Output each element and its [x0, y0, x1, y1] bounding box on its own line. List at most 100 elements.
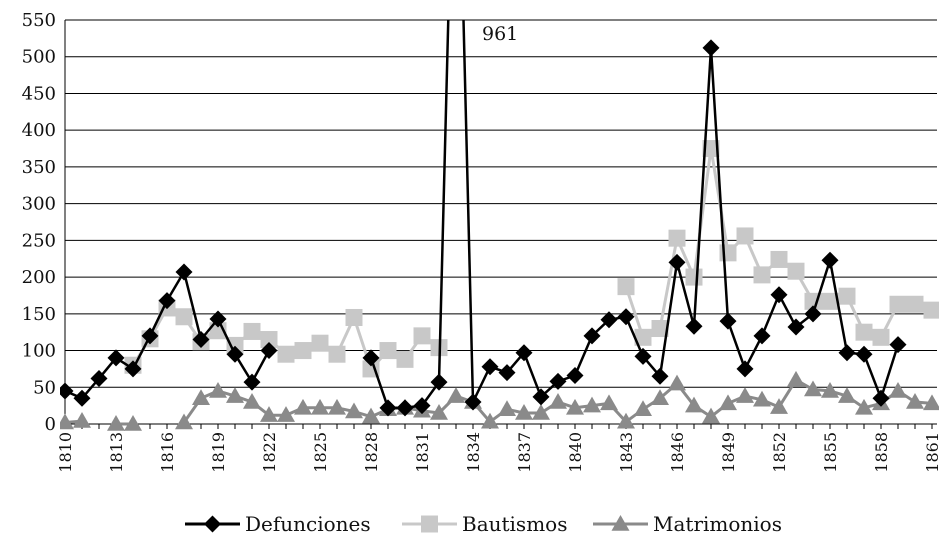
data-point: [719, 312, 737, 330]
x-tick-label: 1837: [515, 432, 534, 473]
data-point: [685, 317, 703, 335]
data-point: [600, 394, 618, 411]
data-point: [617, 412, 635, 429]
data-point: [719, 394, 737, 411]
y-axis-ticks: 0 50 100 150 200 250 300 350 400 450 500 550: [22, 10, 56, 435]
data-point: [430, 373, 448, 391]
y-tick-label: 50: [33, 377, 56, 398]
data-point: [328, 345, 346, 363]
data-point: [413, 397, 431, 415]
data-point: [617, 308, 635, 326]
data-point: [226, 336, 244, 354]
y-tick-label: 300: [22, 194, 56, 215]
y-tick-label: 0: [45, 414, 56, 435]
y-tick-label: 250: [22, 230, 56, 251]
data-point: [260, 331, 278, 349]
legend-item-defunciones: Defunciones: [185, 512, 371, 534]
data-point: [515, 403, 533, 420]
data-point: [702, 140, 720, 158]
data-point: [600, 311, 618, 329]
data-point: [668, 374, 686, 391]
data-point: [243, 373, 261, 391]
x-tick-label: 1849: [719, 432, 738, 473]
x-tick-label: 1855: [821, 432, 840, 473]
data-point: [753, 266, 771, 284]
data-point: [141, 327, 159, 345]
data-point: [583, 396, 601, 413]
data-point: [192, 331, 210, 349]
x-tick-label: 1828: [362, 432, 381, 473]
legend-marker: [204, 515, 221, 533]
x-axis-ticks: 1810 1813 1816 1819 1822 1825 1828 1831 1834 1837…: [56, 432, 939, 473]
data-point: [311, 398, 329, 415]
data-point: [770, 250, 788, 268]
data-point: [549, 372, 567, 390]
data-point: [634, 328, 652, 346]
data-point: [923, 394, 939, 411]
data-point: [804, 380, 822, 397]
data-point: [515, 344, 533, 362]
x-tick-label: 1819: [209, 432, 228, 473]
y-tick-label: 350: [22, 157, 56, 178]
data-point: [838, 287, 856, 305]
data-point: [243, 322, 261, 340]
x-tick-label: 1861: [923, 432, 939, 473]
data-point: [787, 318, 805, 336]
data-point: [787, 370, 805, 387]
data-point: [838, 344, 856, 362]
data-point: [345, 308, 363, 326]
y-tick-label: 550: [22, 10, 56, 31]
data-point: [838, 387, 856, 403]
data-point: [362, 407, 380, 424]
data-point: [855, 345, 873, 363]
y-tick-label: 100: [22, 341, 56, 362]
axes: [64, 20, 937, 429]
data-point: [583, 327, 601, 345]
data-point: [702, 407, 720, 424]
gridlines: [65, 19, 937, 388]
data-point: [804, 305, 822, 323]
data-point: [668, 229, 686, 247]
data-point: [651, 389, 669, 406]
data-point: [821, 251, 839, 269]
data-point: [328, 398, 346, 415]
peak-annotation: 961: [482, 23, 518, 45]
data-point: [124, 415, 142, 431]
data-point: [362, 349, 380, 367]
data-point: [821, 381, 839, 398]
data-point: [906, 392, 924, 409]
data-point: [379, 399, 397, 417]
series-layer: [60, 20, 939, 431]
data-point: [209, 310, 227, 328]
series-matrimonios: [60, 370, 939, 431]
data-point: [481, 412, 499, 429]
data-point: [634, 400, 652, 417]
data-point: [498, 400, 516, 417]
data-point: [226, 387, 244, 403]
legend-label: Defunciones: [245, 512, 371, 534]
data-point: [175, 308, 193, 326]
y-tick-label: 500: [22, 47, 56, 68]
data-point: [260, 342, 278, 360]
data-point: [107, 349, 125, 367]
data-point: [736, 360, 754, 378]
data-point: [413, 327, 431, 345]
legend-marker: [611, 515, 630, 531]
x-tick-label: 1816: [158, 432, 177, 473]
data-point: [396, 350, 414, 368]
data-point: [736, 387, 754, 403]
data-point: [158, 292, 176, 310]
data-point: [702, 39, 720, 57]
data-point: [889, 336, 907, 354]
data-point: [770, 286, 788, 304]
data-point: [855, 323, 873, 341]
data-point: [651, 367, 669, 385]
data-point: [872, 389, 890, 407]
legend: Defunciones Bautismos Matrimonios: [185, 512, 782, 534]
data-point: [277, 406, 295, 422]
data-point: [90, 369, 108, 387]
data-point: [821, 292, 839, 310]
data-point: [447, 387, 465, 403]
data-point: [192, 389, 210, 406]
data-point: [73, 389, 91, 407]
